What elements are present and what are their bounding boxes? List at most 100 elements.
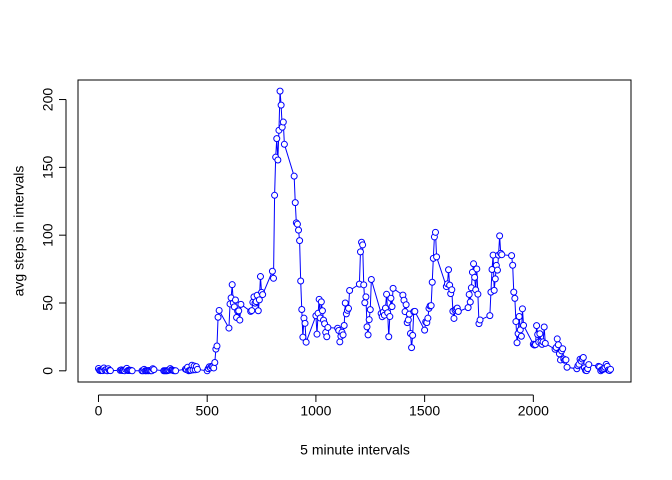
data-point (313, 330, 321, 338)
data-point (237, 300, 245, 308)
data-point (302, 338, 310, 346)
data-point (510, 288, 518, 296)
data-point (150, 366, 158, 374)
data-point (301, 319, 309, 327)
data-point (448, 286, 456, 294)
data-point (324, 324, 332, 332)
data-point (496, 232, 504, 240)
data-point (367, 276, 375, 284)
data-point (386, 313, 394, 321)
data-point (128, 367, 136, 375)
data-point (295, 226, 303, 234)
data-point (356, 248, 364, 256)
data-point (486, 312, 494, 320)
data-point (473, 265, 481, 273)
data-point (559, 345, 567, 353)
data-point (365, 316, 373, 324)
data-line (98, 91, 611, 372)
data-point (270, 274, 278, 282)
data-point (361, 299, 369, 307)
data-point (491, 275, 499, 283)
plot-frame (77, 79, 632, 383)
data-point (274, 156, 282, 164)
x-tick-label: 500 (196, 403, 220, 419)
x-tick-label: 2000 (518, 403, 549, 419)
data-point (536, 330, 544, 338)
data-point (389, 284, 397, 292)
data-point (363, 323, 371, 331)
data-point (520, 321, 528, 329)
data-point (193, 365, 201, 373)
data-point (293, 220, 301, 228)
data-point (512, 318, 520, 326)
data-point (290, 172, 298, 180)
data-point (445, 266, 453, 274)
data-point (213, 342, 221, 350)
data-point (388, 303, 396, 311)
data-point (364, 331, 372, 339)
data-point (336, 338, 344, 346)
data-point (509, 261, 517, 269)
data-point (359, 241, 367, 249)
data-point (318, 307, 326, 315)
data-point (385, 333, 393, 341)
data-point (279, 118, 287, 126)
data-point (387, 294, 395, 302)
data-point (498, 251, 506, 259)
data-point (256, 273, 264, 281)
data-point (424, 314, 432, 322)
data-point (215, 306, 223, 314)
data-point (345, 304, 353, 312)
data-point (428, 278, 436, 286)
data-point (408, 344, 416, 352)
data-point (563, 363, 571, 371)
data-point (346, 287, 354, 295)
y-tick-label: 0 (40, 367, 56, 375)
data-point (277, 101, 285, 109)
data-point (273, 135, 281, 143)
data-point (470, 260, 478, 268)
data-point (465, 290, 473, 298)
data-point (276, 87, 284, 95)
data-point (474, 290, 482, 298)
data-point (515, 313, 523, 321)
data-point (106, 367, 114, 375)
x-tick-label: 0 (95, 403, 103, 419)
data-point (466, 298, 474, 306)
data-point (553, 335, 561, 343)
data-point (517, 332, 525, 340)
data-point (340, 322, 348, 330)
data-point (248, 307, 256, 315)
data-point (490, 286, 498, 294)
data-point (298, 306, 306, 314)
data-point (235, 307, 243, 315)
data-point (299, 333, 307, 341)
data-point (607, 365, 615, 373)
data-point (540, 323, 548, 331)
data-point (404, 316, 412, 324)
data-point (259, 291, 267, 299)
data-point (411, 307, 419, 315)
data-point (214, 313, 222, 321)
data-point (476, 316, 484, 324)
data-point (541, 339, 549, 347)
data-point (236, 316, 244, 324)
data-point (518, 305, 526, 313)
data-point (268, 267, 276, 275)
data-point (493, 266, 501, 274)
data-point (513, 339, 521, 347)
data-point (291, 199, 299, 207)
data-point (579, 354, 587, 362)
data-point (255, 296, 263, 304)
data-point (317, 298, 325, 306)
x-tick-label: 1000 (300, 403, 331, 419)
data-point (362, 293, 370, 301)
y-tick-label: 50 (40, 295, 56, 311)
data-point (254, 307, 262, 315)
data-point (280, 140, 288, 148)
data-point (421, 326, 429, 334)
data-point (427, 302, 435, 310)
data-point (339, 331, 347, 339)
data-point (211, 359, 219, 367)
